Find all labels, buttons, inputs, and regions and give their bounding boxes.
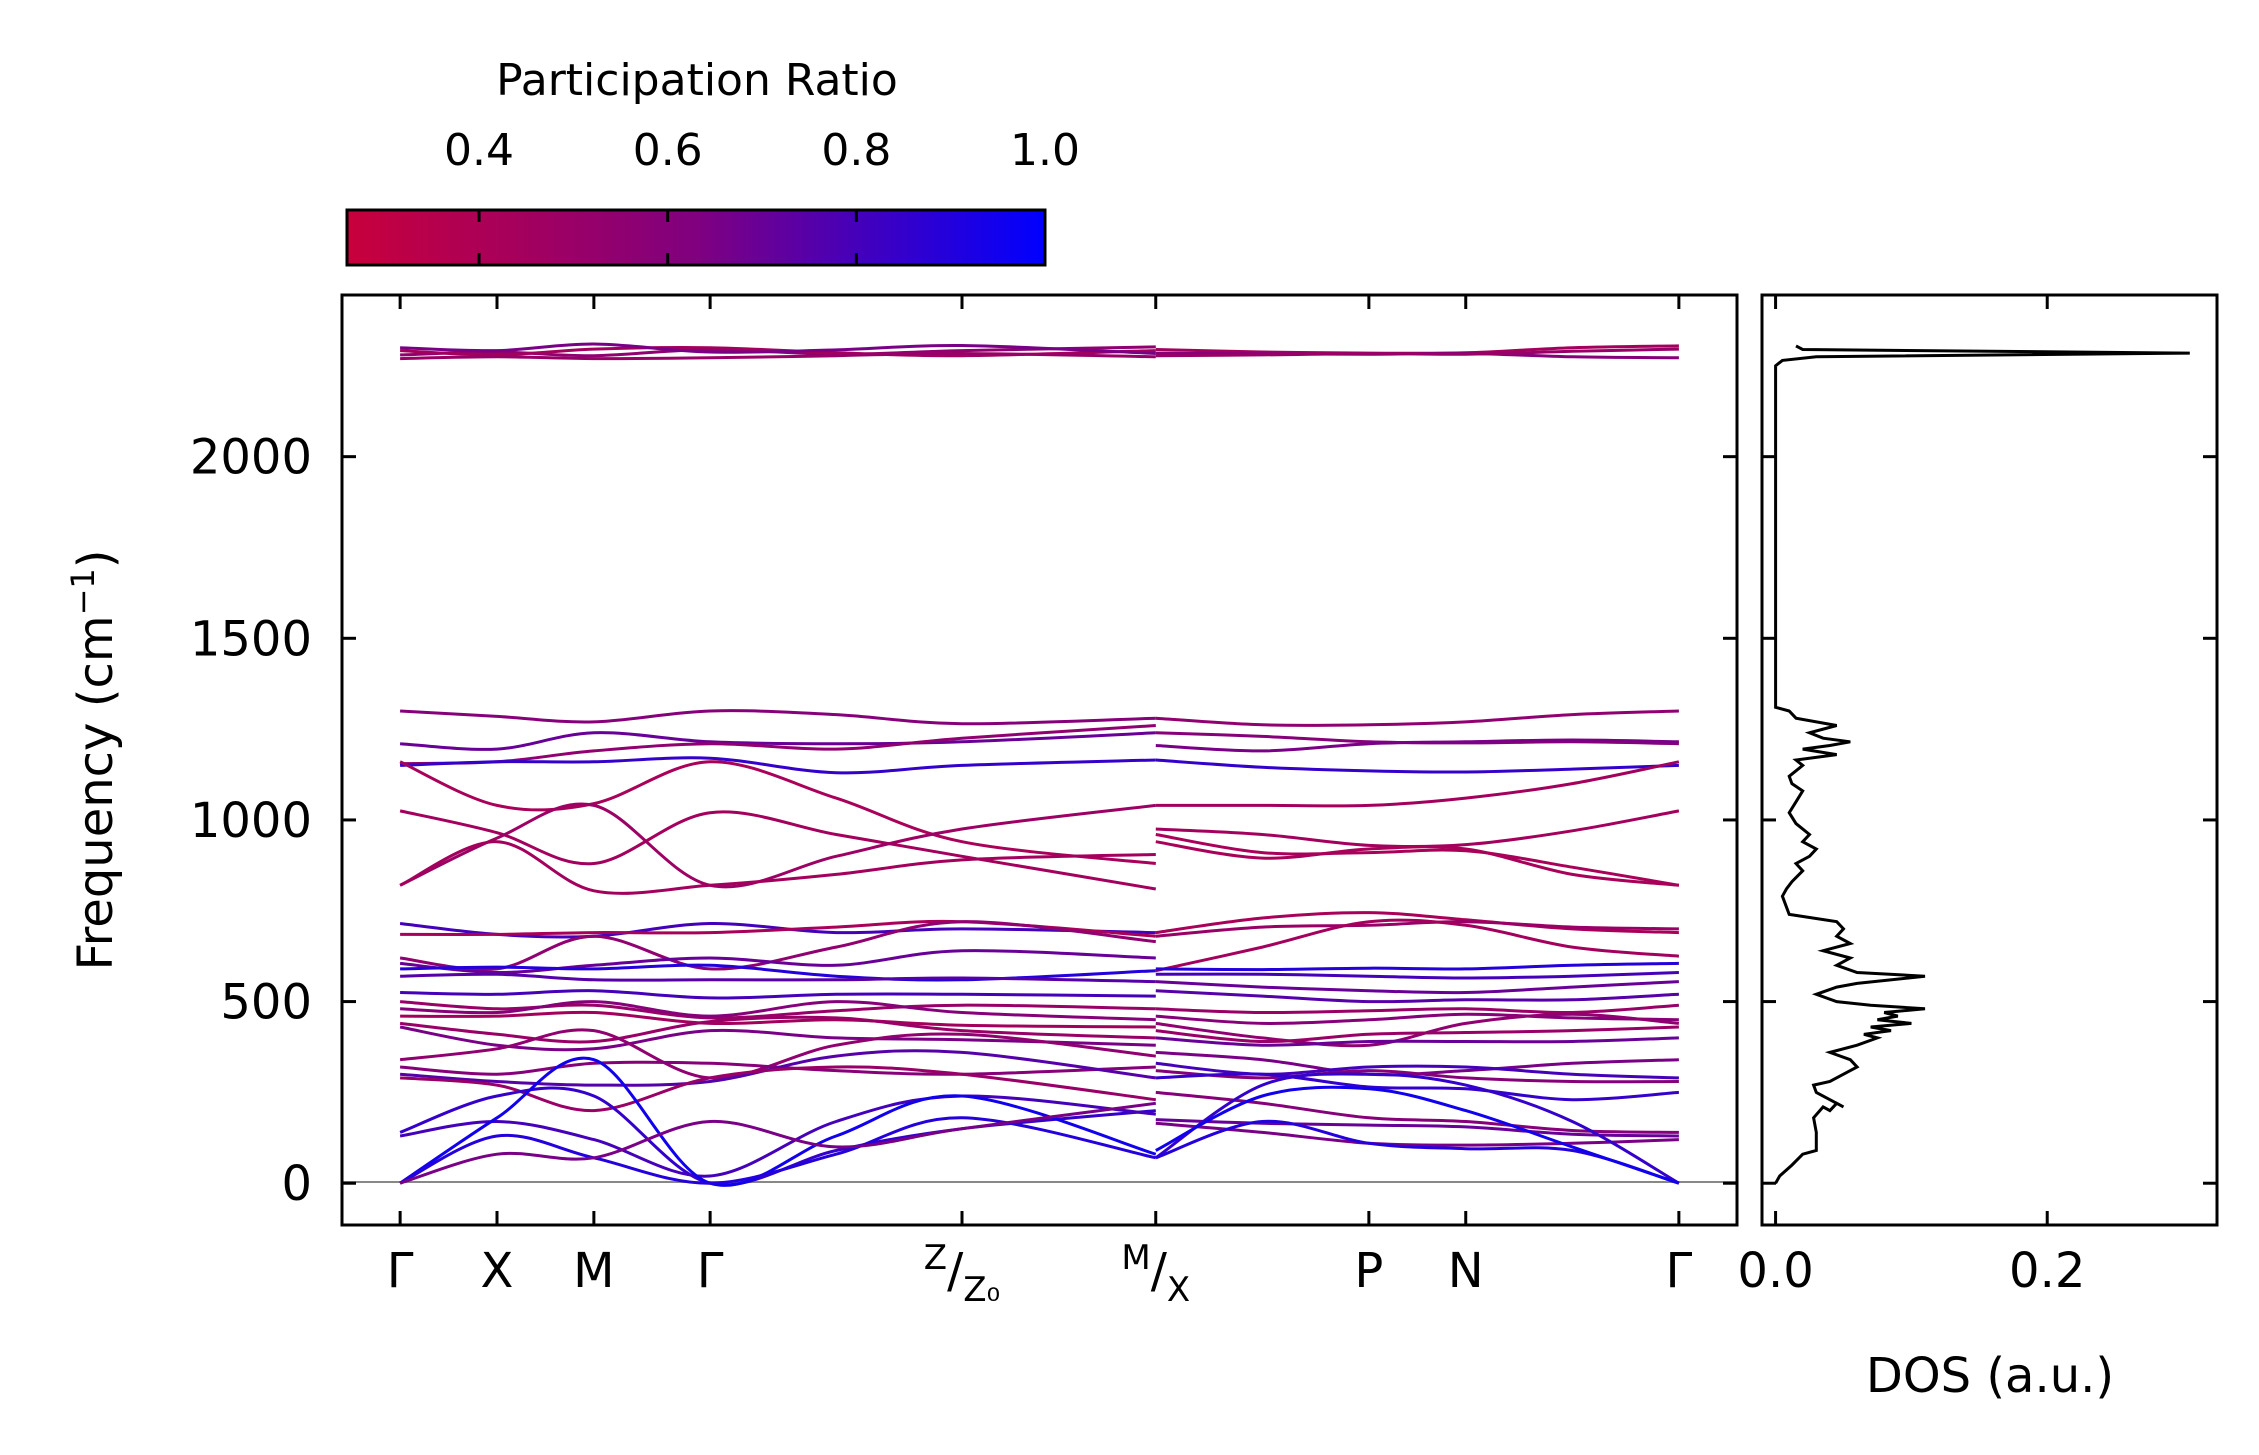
band-line-seg0-19	[399, 1000, 1156, 1020]
band-line-seg1-2	[1155, 347, 1679, 358]
band-line-seg1-32	[1155, 1085, 1680, 1185]
band-line-seg1-13	[1155, 918, 1680, 973]
y-axis-title-sup: −1	[64, 568, 102, 615]
k-label-5-sup: M	[1121, 1238, 1150, 1278]
band-line-seg0-5	[400, 731, 1156, 751]
band-line-seg0-9	[399, 809, 1157, 891]
dos-axes: 0.0 0.2	[1737, 295, 2217, 1299]
band-lines	[399, 342, 1680, 1187]
k-label-4-sup: Z	[924, 1238, 947, 1278]
y-tick-label-2000: 2000	[190, 430, 312, 486]
y-tick-label-500: 500	[220, 975, 312, 1031]
k-label-4-sub: Z₀	[963, 1270, 1000, 1310]
band-line-seg1-12	[1155, 920, 1679, 938]
colorbar-tick-label-3: 1.0	[1010, 125, 1080, 176]
k-label-1: X	[481, 1243, 514, 1299]
y-axis-title-main: Frequency (cm	[68, 615, 124, 970]
band-line-seg1-6	[1155, 758, 1679, 774]
k-label-5-sub: X	[1167, 1270, 1190, 1310]
band-line-seg0-11	[399, 840, 1156, 895]
y-tick-label-1000: 1000	[190, 793, 312, 849]
band-line-seg1-30	[1154, 1072, 1680, 1185]
k-label-2: M	[573, 1243, 614, 1299]
band-line-seg0-20	[400, 1000, 1156, 1022]
k-label-4-main: /	[947, 1243, 964, 1299]
band-line-seg0-3	[400, 351, 1156, 361]
band-line-seg0-21	[400, 1010, 1156, 1029]
k-label-8: Γ	[1666, 1243, 1693, 1299]
band-plot-frame	[340, 293, 1739, 1227]
y-axis-title-close: )	[68, 549, 124, 568]
k-label-7: N	[1448, 1243, 1484, 1299]
colorbar: Participation Ratio 0.4 0.6 0.8 1.0	[345, 55, 1080, 267]
colorbar-tick-label-2: 0.8	[821, 125, 891, 176]
band-line-seg1-21	[1155, 1025, 1679, 1044]
colorbar-gradient	[345, 208, 1047, 267]
band-line-seg0-17	[400, 972, 1156, 984]
band-line-seg1-5	[1155, 738, 1679, 753]
y-tick-label-1500: 1500	[190, 611, 312, 667]
colorbar-tick-label-1: 0.6	[633, 125, 703, 176]
dos-x-tick-label-1: 0.2	[2009, 1243, 2085, 1299]
dos-panel: 0.0 0.2 DOS (a.u.)	[1737, 293, 2219, 1404]
dos-x-axis-title: DOS (a.u.)	[1866, 1348, 2114, 1404]
band-line-seg1-10	[1155, 840, 1680, 887]
band-line-seg1-22	[1155, 1036, 1679, 1047]
band-line-seg1-14	[1155, 961, 1679, 972]
band-line-seg1-16	[1155, 980, 1679, 995]
band-line-seg0-25	[399, 1060, 1156, 1076]
dos-plot-frame	[1760, 293, 2219, 1227]
k-label-6: P	[1354, 1243, 1383, 1299]
band-line-seg0-18	[400, 989, 1156, 1000]
band-line-seg1-25	[1155, 1069, 1679, 1084]
band-line-seg1-7	[1155, 760, 1680, 808]
band-line-seg0-2	[400, 342, 1156, 355]
band-line-seg1-19	[1155, 1012, 1679, 1025]
band-line-seg0-4	[400, 709, 1156, 726]
k-label-5: M/X	[1121, 1238, 1190, 1310]
band-line-seg1-20	[1155, 1012, 1680, 1048]
colorbar-tick-label-0: 0.4	[444, 125, 514, 176]
dos-curve	[1774, 344, 2190, 1184]
band-line-seg0-24	[399, 1028, 1156, 1080]
y-tick-label-0: 0	[281, 1156, 312, 1212]
band-line-seg0-7	[400, 756, 1156, 775]
band-line-seg1-18	[1155, 1003, 1680, 1015]
band-line-seg1-17	[1155, 989, 1679, 1004]
band-line-seg0-8	[399, 760, 1156, 865]
band-line-seg0-1	[400, 346, 1156, 358]
band-line-seg1-26	[1155, 1072, 1680, 1102]
band-line-seg1-31	[1155, 1119, 1680, 1185]
colorbar-ticks: 0.4 0.6 0.8 1.0	[444, 125, 1080, 265]
y-axis-title: Frequency (cm−1)	[64, 549, 124, 970]
band-line-seg1-8	[1155, 809, 1680, 849]
band-line-seg0-15	[399, 949, 1156, 975]
colorbar-title: Participation Ratio	[496, 55, 898, 106]
band-line-seg1-15	[1155, 971, 1679, 980]
band-line-seg0-0	[400, 345, 1156, 358]
k-label-0: Γ	[387, 1243, 414, 1299]
band-line-seg0-32	[399, 1101, 1156, 1185]
band-line-seg0-23	[399, 1025, 1156, 1052]
dos-x-tick-label-0: 0.0	[1737, 1243, 1813, 1299]
k-label-3: Γ	[697, 1243, 724, 1299]
band-line-seg0-26	[399, 1049, 1156, 1087]
band-line-seg0-27	[399, 1065, 1156, 1113]
band-line-seg0-31	[399, 1116, 1157, 1185]
k-label-4: Z/Z₀	[924, 1238, 1000, 1310]
band-line-seg0-22	[399, 1015, 1156, 1044]
band-line-seg1-3	[1155, 709, 1679, 727]
band-line-seg0-29	[399, 1094, 1156, 1178]
band-line-seg1-29	[1155, 1121, 1679, 1147]
k-label-5-main: /	[1151, 1243, 1168, 1299]
band-line-seg1-9	[1155, 833, 1680, 887]
band-line-seg1-11	[1155, 911, 1679, 935]
